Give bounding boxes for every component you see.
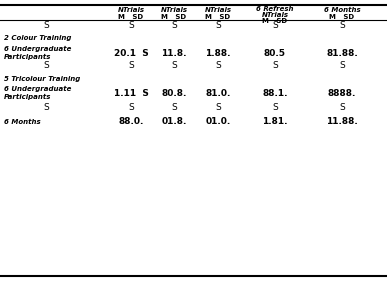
Text: 01.8.: 01.8. — [161, 117, 187, 126]
Text: S: S — [128, 62, 134, 71]
Text: 11.88.: 11.88. — [326, 117, 358, 126]
Text: 6 Months: 6 Months — [4, 119, 41, 125]
Text: S: S — [272, 22, 278, 31]
Text: S: S — [272, 62, 278, 71]
Text: 81.0.: 81.0. — [205, 89, 231, 98]
Text: S: S — [215, 103, 221, 112]
Text: 1.88.: 1.88. — [205, 49, 231, 58]
Text: NTrials: NTrials — [204, 7, 231, 13]
Text: 6 Undergraduate
Participants: 6 Undergraduate Participants — [4, 86, 71, 100]
Text: S: S — [171, 22, 177, 31]
Text: S: S — [171, 62, 177, 71]
Text: 6 Months: 6 Months — [324, 7, 360, 13]
Text: S: S — [339, 103, 345, 112]
Text: M   SD: M SD — [161, 14, 187, 20]
Text: NTrials: NTrials — [262, 12, 288, 18]
Text: 88.1.: 88.1. — [262, 89, 288, 98]
Text: S: S — [215, 22, 221, 31]
Text: S: S — [272, 103, 278, 112]
Text: 88.0.: 88.0. — [118, 117, 144, 126]
Text: 5 Tricolour Training: 5 Tricolour Training — [4, 76, 80, 82]
Text: NTrials: NTrials — [161, 7, 187, 13]
Text: S: S — [171, 103, 177, 112]
Text: S: S — [215, 62, 221, 71]
Text: S: S — [128, 22, 134, 31]
Text: 80.8.: 80.8. — [161, 89, 187, 98]
Text: M   SD: M SD — [205, 14, 231, 20]
Text: M   SD: M SD — [118, 14, 144, 20]
Text: M   SD: M SD — [262, 18, 288, 24]
Text: S: S — [339, 62, 345, 71]
Text: 1.81.: 1.81. — [262, 117, 288, 126]
Text: 20.1  S: 20.1 S — [114, 49, 148, 58]
Text: M   SD: M SD — [329, 14, 354, 20]
Text: 8888.: 8888. — [328, 89, 356, 98]
Text: 2 Colour Training: 2 Colour Training — [4, 35, 71, 41]
Text: 81.88.: 81.88. — [326, 49, 358, 58]
Text: 11.8.: 11.8. — [161, 49, 187, 58]
Text: 01.0.: 01.0. — [205, 117, 231, 126]
Text: 1.11  S: 1.11 S — [113, 89, 149, 98]
Text: NTrials: NTrials — [118, 7, 144, 13]
Text: S: S — [44, 62, 50, 71]
Text: 6 Refresh: 6 Refresh — [256, 6, 294, 12]
Text: S: S — [339, 22, 345, 31]
Text: 80.5: 80.5 — [264, 49, 286, 58]
Text: S: S — [128, 103, 134, 112]
Text: S: S — [44, 22, 50, 31]
Text: 6 Undergraduate
Participants: 6 Undergraduate Participants — [4, 46, 71, 60]
Text: S: S — [44, 103, 50, 112]
